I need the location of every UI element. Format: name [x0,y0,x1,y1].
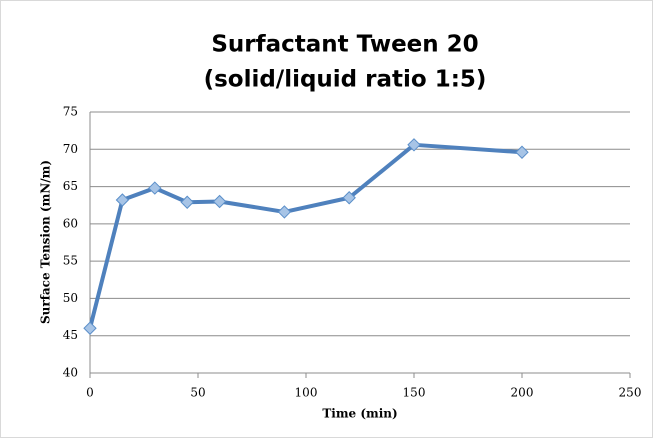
x-tick-label: 100 [295,386,318,400]
x-tick-label: 0 [86,386,94,400]
data-point [277,205,292,219]
y-tick-label: 70 [63,142,78,156]
y-tick-label: 75 [63,105,78,119]
chart-subtitle: (solid/liquid ratio 1:5) [204,67,487,93]
data-point [212,194,227,209]
x-axis-label: Time (min) [322,407,397,421]
data-point [407,138,421,152]
chart-title: Surfactant Tween 20 [211,32,478,58]
data-point [115,193,130,207]
x-tick-label: 150 [403,386,426,400]
x-tick-label: 200 [511,386,534,400]
data-point [180,195,194,209]
y-tick-label: 55 [63,254,78,268]
y-tick-label: 65 [63,179,78,193]
x-tick-label: 50 [190,386,205,400]
data-point [148,181,162,195]
y-tick-label: 40 [63,366,78,380]
data-point [83,321,97,335]
y-tick-label: 50 [63,291,78,305]
data-point [342,191,356,205]
x-tick-label: 250 [619,386,642,400]
data-point [515,145,529,159]
y-tick-label: 45 [63,328,78,342]
y-tick-label: 60 [63,216,78,230]
y-axis-label: Surface Tension (mN/m) [39,160,53,324]
